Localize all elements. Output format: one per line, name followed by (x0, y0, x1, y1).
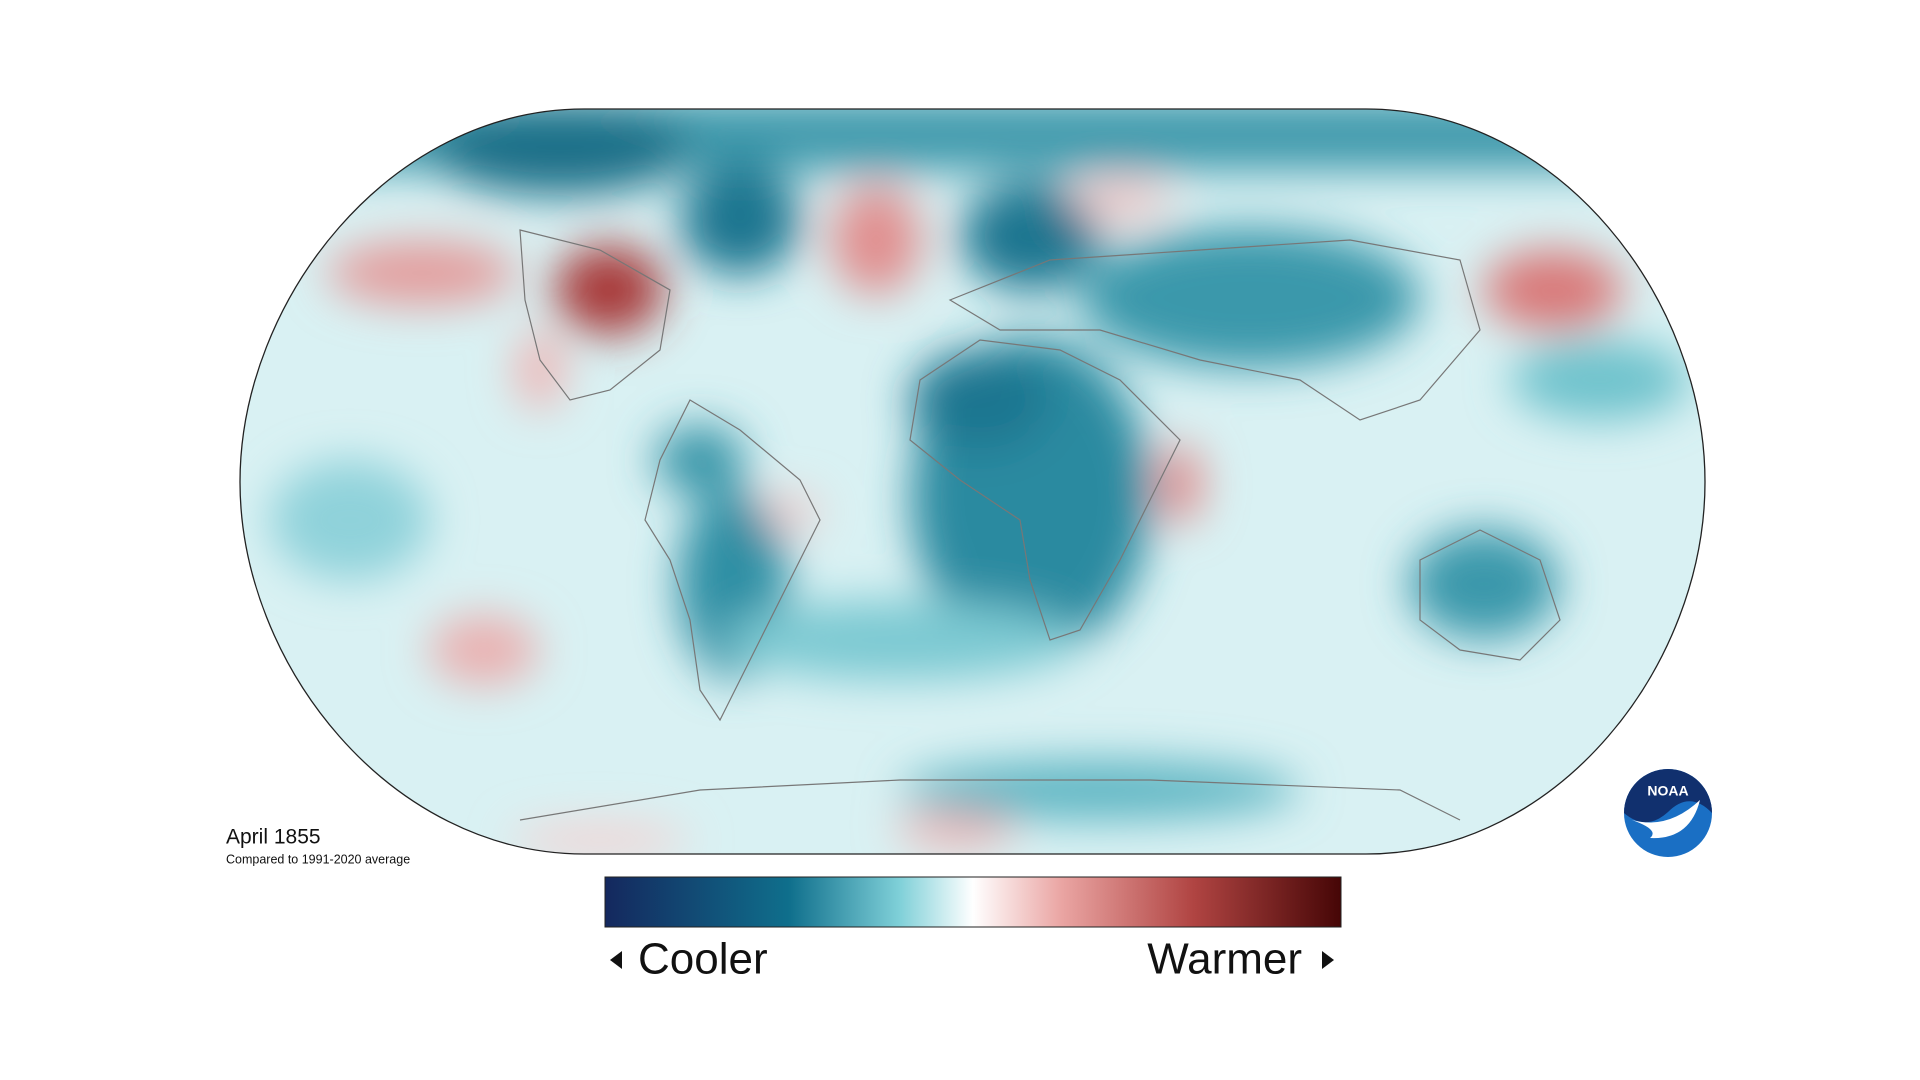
noaa-logo: NOAA (1624, 769, 1712, 857)
colorbar (604, 876, 1342, 928)
anomaly-map (240, 109, 1705, 854)
warmer-arrow (1322, 951, 1334, 969)
cooler-arrow (610, 951, 622, 969)
map-outline (239, 108, 1706, 855)
warmer-label: Warmer (1147, 935, 1302, 984)
map-subtitle: Compared to 1991-2020 average (226, 852, 410, 866)
logo-text: NOAA (1647, 783, 1688, 799)
cooler-label: Cooler (638, 935, 768, 984)
map-title: April 1855 (226, 826, 321, 849)
coastlines (519, 229, 1561, 821)
